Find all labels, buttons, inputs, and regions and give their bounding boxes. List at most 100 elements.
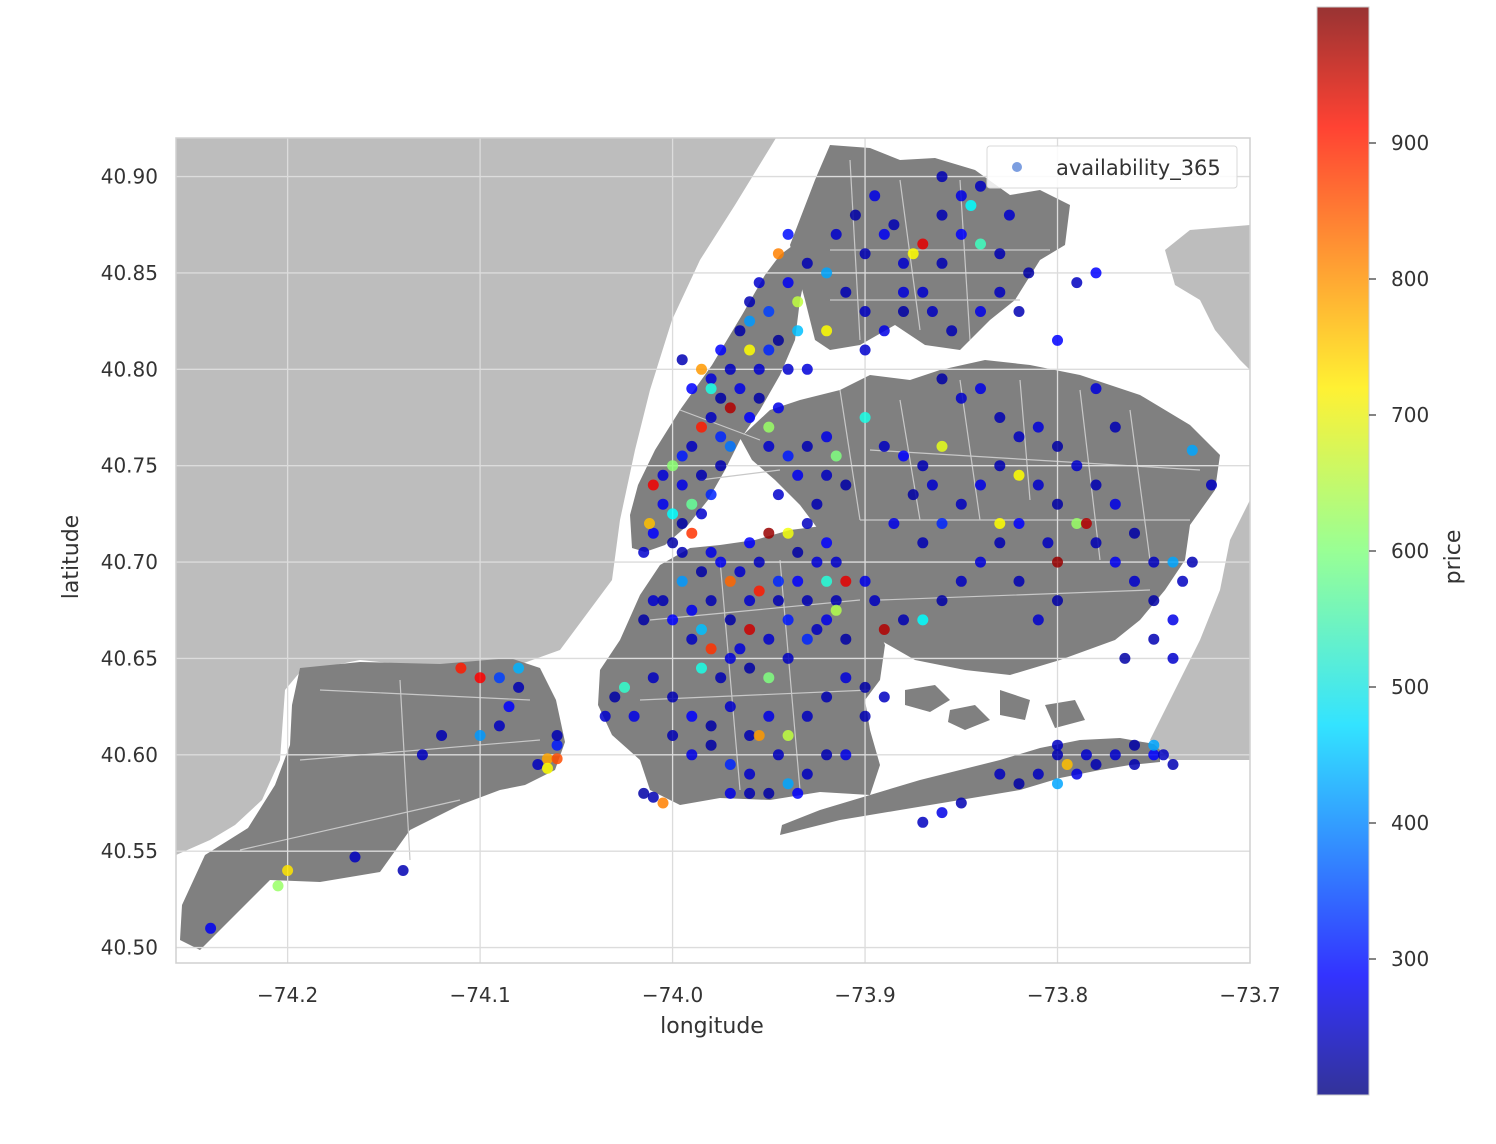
scatter-point — [782, 652, 794, 664]
scatter-point — [801, 257, 813, 269]
scatter-point — [1013, 306, 1025, 317]
scatter-point — [609, 691, 621, 703]
scatter-point — [1167, 652, 1179, 664]
scatter-point — [917, 816, 929, 828]
scatter-point — [859, 306, 871, 317]
colorbar-ticks: 300 400 500 600 700 800 900 — [1369, 131, 1429, 971]
scatter-point — [551, 753, 563, 765]
x-axis-label: longitude — [660, 1014, 764, 1039]
scatter-point — [1148, 595, 1160, 607]
scatter-point — [1109, 749, 1121, 761]
scatter-point — [936, 807, 948, 819]
scatter-point — [917, 614, 929, 626]
scatter-point — [772, 575, 784, 587]
scatter-point — [936, 257, 948, 269]
x-tick-label: −74.0 — [642, 983, 703, 1007]
scatter-point — [1090, 537, 1102, 549]
scatter-point — [801, 518, 813, 529]
scatter-point — [994, 412, 1006, 423]
scatter-point — [676, 450, 688, 462]
x-tick-label: −74.2 — [257, 983, 318, 1007]
scatter-point — [744, 315, 756, 327]
scatter-point — [667, 508, 679, 520]
scatter-point — [686, 604, 698, 616]
scatter-point — [638, 546, 650, 558]
scatter-point — [821, 749, 833, 761]
scatter-point — [830, 228, 842, 240]
scatter-point — [744, 595, 756, 607]
colorbar-tick-label: 500 — [1391, 675, 1429, 699]
scatter-point — [1013, 469, 1025, 481]
scatter-point — [416, 749, 428, 761]
scatter-point — [1023, 267, 1035, 279]
scatter-point — [1148, 739, 1160, 751]
legend-box — [986, 145, 1238, 189]
scatter-point — [724, 759, 736, 770]
scatter-point — [647, 479, 659, 491]
scatter-point — [1071, 768, 1083, 780]
scatter-point — [744, 624, 756, 635]
scatter-point — [917, 460, 929, 472]
scatter-point — [715, 556, 727, 568]
scatter-point — [474, 672, 486, 684]
scatter-point — [724, 614, 736, 626]
scatter-point — [705, 546, 717, 558]
scatter-point — [676, 479, 688, 491]
scatter-point — [1071, 518, 1083, 529]
scatter-point — [696, 421, 707, 433]
scatter-point — [638, 614, 650, 626]
scatter-point — [801, 768, 813, 780]
scatter-point — [734, 383, 746, 395]
scatter-point — [821, 614, 833, 626]
scatter-point — [801, 440, 813, 452]
scatter-point — [763, 344, 775, 356]
scatter-point — [878, 624, 890, 635]
scatter-point — [878, 691, 890, 703]
scatter-point — [1148, 633, 1160, 645]
scatter-point — [859, 248, 871, 260]
map-bronx — [790, 145, 1070, 350]
scatter-point — [898, 286, 909, 298]
scatter-point — [792, 469, 804, 481]
scatter-point — [715, 431, 727, 443]
map-staten-island — [180, 658, 565, 950]
scatter-point — [859, 344, 871, 356]
plot-frame — [175, 137, 1251, 964]
scatter-point — [1129, 527, 1140, 539]
scatter-point — [1071, 460, 1083, 472]
scatter-point — [532, 759, 544, 770]
scatter-point — [965, 200, 977, 211]
scatter-point — [888, 518, 900, 529]
scatter-point — [811, 624, 823, 635]
scatter-point — [946, 325, 958, 337]
scatter-point — [513, 662, 525, 674]
scatter-point — [763, 710, 775, 722]
scatter-point — [676, 575, 688, 587]
scatter-point — [917, 286, 929, 298]
scatter-point — [753, 556, 765, 568]
scatter-point — [647, 595, 659, 607]
scatter-point — [955, 228, 967, 240]
scatter-point — [657, 469, 669, 481]
scatter-point — [724, 652, 736, 664]
scatter-point — [782, 228, 794, 240]
scatter-point — [744, 296, 756, 308]
scatter-point — [397, 865, 409, 876]
scatter-point — [619, 681, 630, 693]
scatter-point — [898, 257, 909, 269]
y-axis-label: latitude — [59, 515, 84, 599]
scatter-point — [542, 753, 553, 765]
scatter-point — [830, 604, 842, 616]
scatter-point — [667, 614, 679, 626]
y-tick-label: 40.90 — [101, 165, 158, 189]
scatter-point — [1052, 595, 1063, 607]
scatter-point — [1090, 267, 1102, 279]
scatter-point — [763, 306, 775, 317]
scatter-point — [840, 479, 852, 491]
scatter-point — [744, 537, 756, 549]
colorbar-tick-label: 800 — [1391, 267, 1429, 291]
scatter-point — [1052, 440, 1063, 452]
scatter-point — [975, 306, 986, 317]
scatter-point — [1109, 421, 1121, 433]
scatter-point — [1129, 739, 1140, 751]
